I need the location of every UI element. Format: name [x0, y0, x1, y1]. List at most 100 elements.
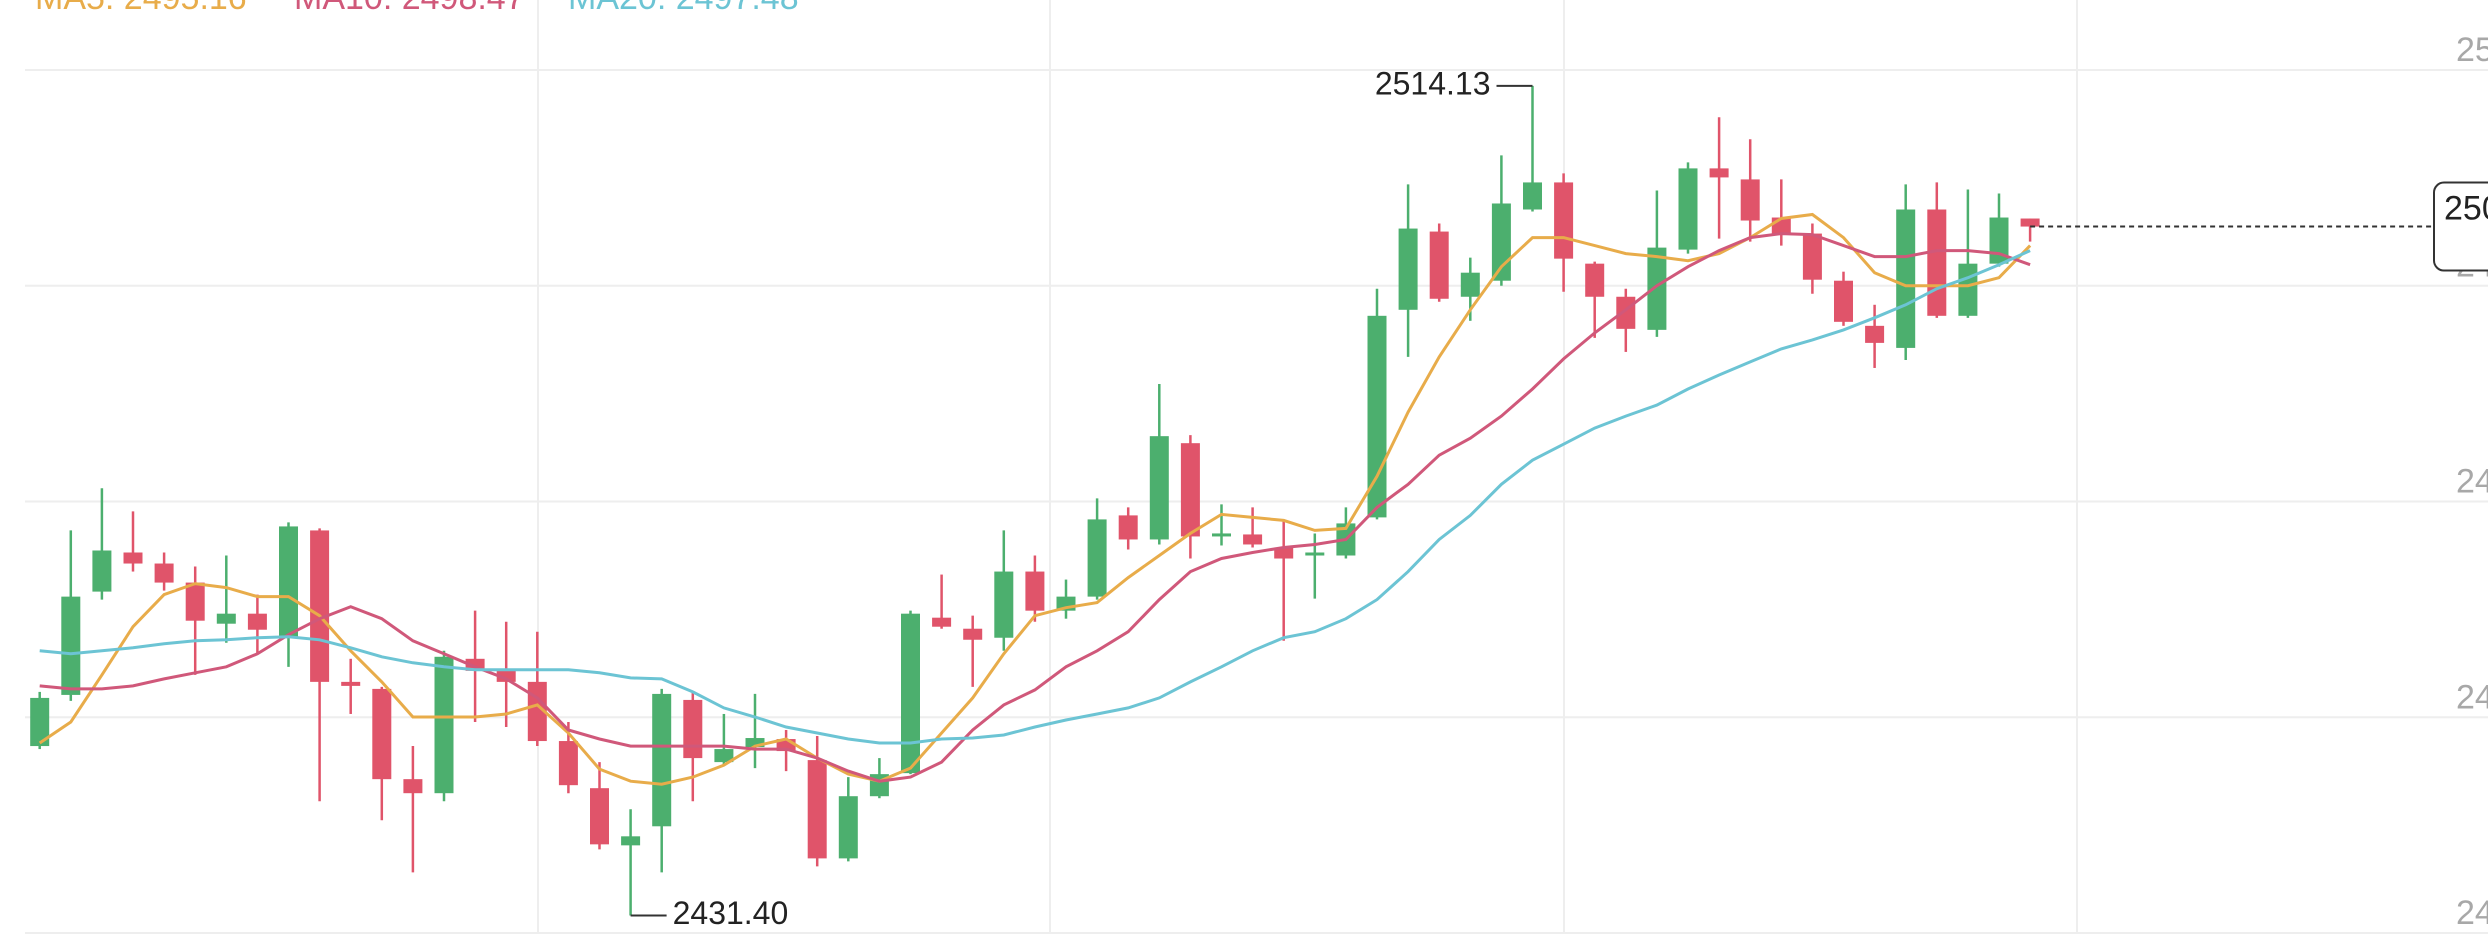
candle-body	[1865, 325, 1885, 343]
candle-body	[1274, 547, 1294, 559]
candle-body	[1834, 280, 1853, 322]
candle-body	[838, 796, 858, 859]
ma-line	[39, 232, 2031, 783]
candle-body	[683, 699, 703, 759]
candle-body	[30, 697, 50, 747]
candle	[590, 762, 609, 850]
candle	[247, 594, 267, 654]
candle	[496, 621, 516, 728]
candle	[901, 610, 920, 775]
candle	[154, 552, 174, 591]
candle-body	[1025, 571, 1045, 611]
candle-body	[1709, 168, 1729, 178]
y-tick-label: 2472.68	[2456, 463, 2488, 501]
candle	[1896, 184, 1916, 360]
legend-label: MA20: 2497.48	[568, 0, 799, 17]
ma-line	[38, 212, 2032, 786]
candle-body	[1802, 233, 1822, 280]
candle	[1087, 498, 1107, 600]
candle-body	[1678, 168, 1698, 250]
candle-body	[341, 681, 361, 686]
candle-body	[590, 788, 609, 845]
candle-body	[807, 760, 827, 859]
candle	[310, 528, 330, 802]
candle-body	[901, 613, 920, 774]
candle	[1274, 519, 1294, 641]
high-label: 2514.13	[1375, 65, 1491, 101]
candle-body	[247, 613, 267, 630]
last-price-box	[2433, 181, 2488, 272]
candle	[1149, 384, 1169, 545]
candle-body	[1305, 552, 1325, 556]
candle-body	[1149, 436, 1169, 540]
candle-body	[1616, 296, 1636, 329]
candle	[2020, 218, 2040, 242]
candle	[621, 809, 641, 916]
candle	[932, 574, 952, 629]
candle	[1865, 304, 1885, 368]
candle-body	[310, 530, 330, 682]
candle-body	[185, 582, 205, 621]
candle-body	[1429, 231, 1449, 299]
candle-body	[1180, 443, 1200, 537]
candle-body	[1927, 209, 1947, 316]
candle	[1180, 435, 1200, 559]
candle	[1429, 223, 1449, 302]
candle	[1834, 271, 1853, 326]
candle	[403, 746, 423, 873]
candle	[1678, 162, 1698, 254]
candle	[714, 713, 734, 765]
candle	[30, 691, 50, 750]
candle-body	[434, 656, 454, 794]
candle	[1212, 504, 1231, 546]
candle	[1585, 261, 1605, 338]
candle	[1523, 85, 1542, 212]
candle	[1243, 507, 1263, 548]
candle-body	[1087, 519, 1107, 597]
candle	[1025, 555, 1045, 622]
candle	[92, 488, 112, 600]
low-label: 2431.40	[673, 895, 789, 931]
candle-body	[932, 617, 952, 627]
candle-body	[1647, 247, 1667, 330]
y-tick-label: 2515.71	[2456, 31, 2488, 69]
candle-body	[279, 526, 298, 638]
candle	[216, 555, 236, 643]
candle-body	[496, 669, 516, 682]
candle-body	[1398, 228, 1418, 310]
candle	[963, 615, 983, 687]
candle-body	[403, 779, 423, 794]
y-tick-label: 2429.66	[2456, 894, 2488, 932]
legend-label: MA10: 2498.47	[294, 0, 525, 17]
candle-body	[1523, 182, 1542, 210]
last-price-label: 2500.10	[2444, 190, 2488, 228]
candle-body	[1554, 182, 1574, 259]
candle-body	[621, 836, 641, 846]
candle-body	[1740, 179, 1760, 221]
candle-body	[745, 738, 765, 748]
candle-body	[1460, 272, 1480, 297]
candle	[838, 777, 858, 862]
candle-body	[652, 693, 672, 827]
candle-body	[61, 596, 81, 695]
candle-body	[123, 552, 143, 564]
candle-body	[994, 571, 1014, 638]
candle	[1398, 184, 1418, 357]
candle	[1709, 117, 1729, 239]
candle-body	[1896, 209, 1916, 348]
y-tick-label: 2451.17	[2456, 678, 2488, 716]
candle	[372, 686, 392, 821]
candle	[745, 693, 765, 769]
candle	[1740, 139, 1760, 242]
candle-body	[1118, 515, 1138, 540]
candle-body	[963, 628, 983, 640]
candle-body	[92, 550, 112, 592]
candle-body	[558, 741, 578, 786]
candle-body	[154, 563, 174, 583]
candle-body	[1585, 263, 1605, 297]
candle	[652, 688, 672, 873]
candle	[994, 530, 1014, 651]
